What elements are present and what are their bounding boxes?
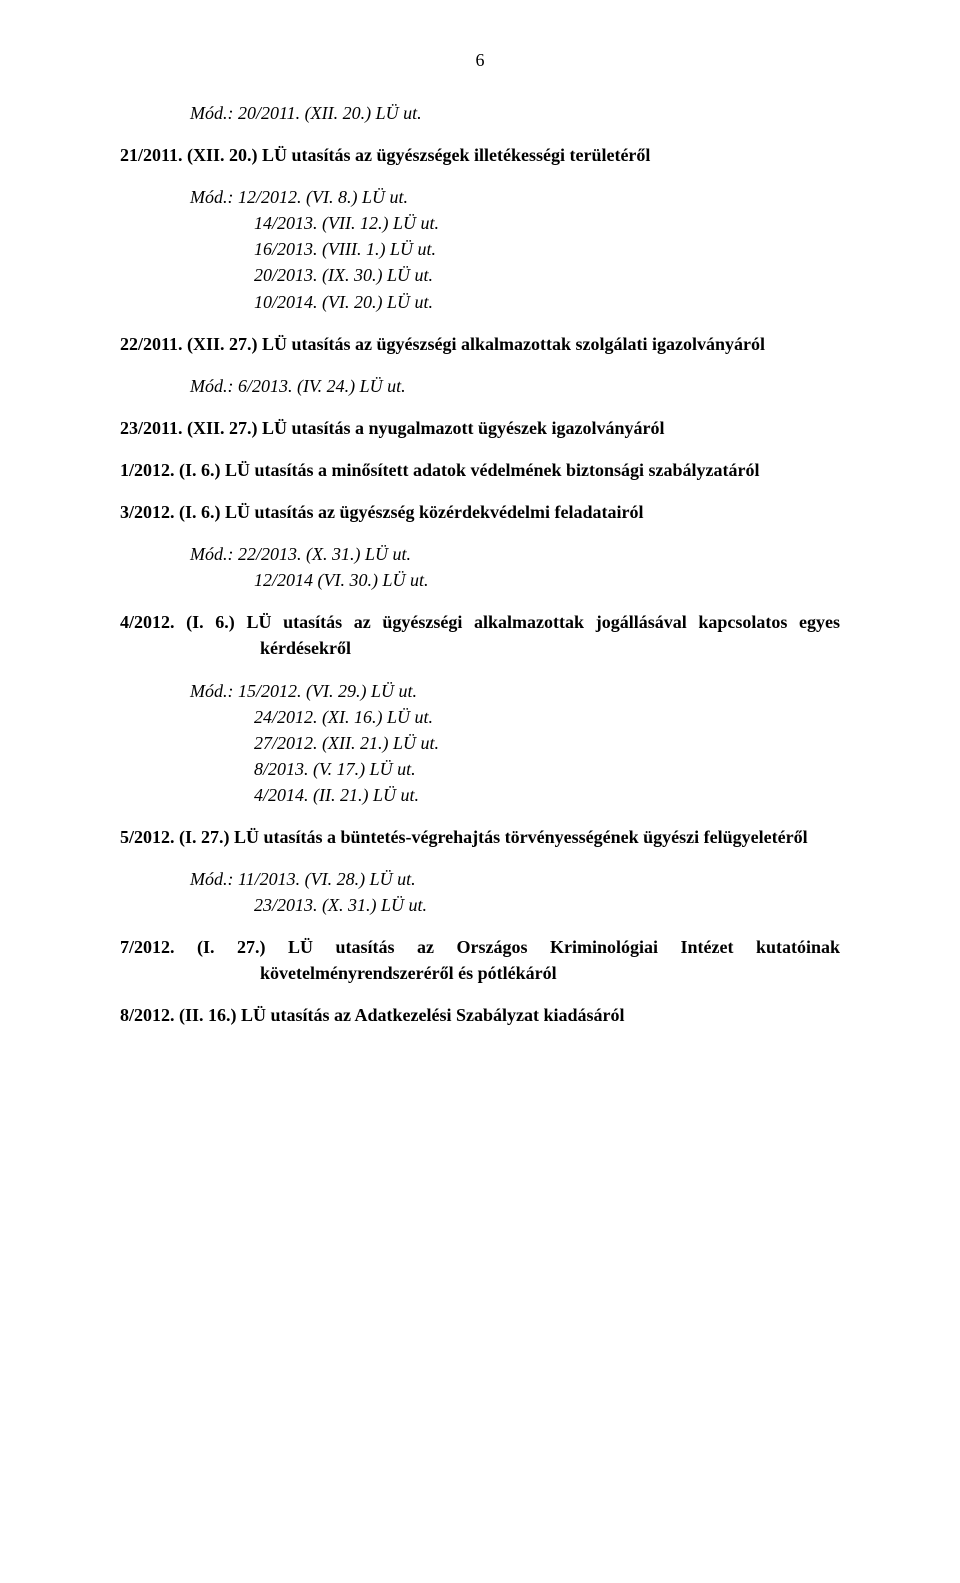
modification-line: 27/2012. (XII. 21.) LÜ ut. bbox=[120, 730, 840, 756]
modification-line: 10/2014. (VI. 20.) LÜ ut. bbox=[120, 289, 840, 315]
modification-note: Mód.: 6/2013. (IV. 24.) LÜ ut. bbox=[120, 373, 840, 399]
modification-group: Mód.: 15/2012. (VI. 29.) LÜ ut. 24/2012.… bbox=[120, 678, 840, 808]
modification-first: Mód.: 11/2013. (VI. 28.) LÜ ut. bbox=[120, 866, 840, 892]
modification-line: 4/2014. (II. 21.) LÜ ut. bbox=[120, 782, 840, 808]
modification-group: Mód.: 11/2013. (VI. 28.) LÜ ut. 23/2013.… bbox=[120, 866, 840, 918]
modification-line: 12/2014 (VI. 30.) LÜ ut. bbox=[120, 567, 840, 593]
legal-entry: 1/2012. (I. 6.) LÜ utasítás a minősített… bbox=[120, 457, 840, 483]
modification-line: 20/2013. (IX. 30.) LÜ ut. bbox=[120, 262, 840, 288]
modification-line: 23/2013. (X. 31.) LÜ ut. bbox=[120, 892, 840, 918]
page-number: 6 bbox=[476, 50, 485, 71]
modification-group: Mód.: 12/2012. (VI. 8.) LÜ ut. 14/2013. … bbox=[120, 184, 840, 314]
legal-entry: 8/2012. (II. 16.) LÜ utasítás az Adatkez… bbox=[120, 1002, 840, 1028]
legal-entry: 21/2011. (XII. 20.) LÜ utasítás az ügyés… bbox=[120, 142, 840, 168]
modification-first: Mód.: 15/2012. (VI. 29.) LÜ ut. bbox=[120, 678, 840, 704]
legal-entry: 4/2012. (I. 6.) LÜ utasítás az ügyészség… bbox=[120, 609, 840, 661]
modification-first: Mód.: 12/2012. (VI. 8.) LÜ ut. bbox=[120, 184, 840, 210]
modification-line: 8/2013. (V. 17.) LÜ ut. bbox=[120, 756, 840, 782]
modification-group: Mód.: 22/2013. (X. 31.) LÜ ut. 12/2014 (… bbox=[120, 541, 840, 593]
legal-entry: 3/2012. (I. 6.) LÜ utasítás az ügyészség… bbox=[120, 499, 840, 525]
modification-line: 14/2013. (VII. 12.) LÜ ut. bbox=[120, 210, 840, 236]
legal-entry: 22/2011. (XII. 27.) LÜ utasítás az ügyés… bbox=[120, 331, 840, 357]
legal-entry: 7/2012. (I. 27.) LÜ utasítás az Országos… bbox=[120, 934, 840, 986]
legal-entry: 23/2011. (XII. 27.) LÜ utasítás a nyugal… bbox=[120, 415, 840, 441]
document-page: 6 Mód.: 20/2011. (XII. 20.) LÜ ut. 21/20… bbox=[0, 0, 960, 1583]
modification-line: 24/2012. (XI. 16.) LÜ ut. bbox=[120, 704, 840, 730]
document-content: Mód.: 20/2011. (XII. 20.) LÜ ut. 21/2011… bbox=[120, 100, 840, 1029]
legal-entry: 5/2012. (I. 27.) LÜ utasítás a büntetés-… bbox=[120, 824, 840, 850]
modification-note: Mód.: 20/2011. (XII. 20.) LÜ ut. bbox=[120, 100, 840, 126]
modification-line: 16/2013. (VIII. 1.) LÜ ut. bbox=[120, 236, 840, 262]
modification-first: Mód.: 22/2013. (X. 31.) LÜ ut. bbox=[120, 541, 840, 567]
